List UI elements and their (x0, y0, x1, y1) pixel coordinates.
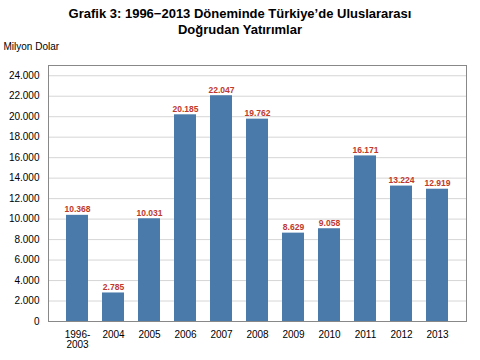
svg-text:Milyon Dolar: Milyon Dolar (4, 41, 60, 52)
svg-text:2009: 2009 (282, 329, 305, 340)
svg-text:2004: 2004 (102, 329, 125, 340)
svg-text:19.762: 19.762 (245, 108, 271, 118)
svg-text:8.629: 8.629 (283, 222, 305, 232)
svg-text:2011: 2011 (355, 329, 377, 340)
svg-text:2008: 2008 (246, 329, 269, 340)
svg-text:22.047: 22.047 (209, 85, 235, 95)
svg-text:2.000: 2.000 (14, 295, 39, 306)
svg-text:2005: 2005 (138, 329, 161, 340)
svg-text:2013: 2013 (426, 329, 449, 340)
svg-text:4.000: 4.000 (14, 275, 39, 286)
svg-text:16.171: 16.171 (353, 145, 379, 155)
svg-text:1996-2003: 1996-2003 (65, 329, 91, 350)
svg-text:2007: 2007 (210, 329, 233, 340)
svg-text:0: 0 (34, 316, 40, 327)
svg-text:8.000: 8.000 (14, 234, 39, 245)
svg-text:10.000: 10.000 (9, 213, 40, 224)
svg-text:16.000: 16.000 (9, 152, 40, 163)
svg-text:20.000: 20.000 (9, 111, 40, 122)
svg-text:2006: 2006 (174, 329, 197, 340)
svg-text:12.919: 12.919 (425, 178, 451, 188)
svg-text:2.785: 2.785 (103, 282, 125, 292)
html-text:Grafik 3: 1996−2013 Döneminde: Grafik 3: 1996−2013 Döneminde Türkiye’de… (68, 6, 412, 37)
svg-text:10.031: 10.031 (137, 208, 163, 218)
svg-text:6.000: 6.000 (14, 254, 39, 265)
svg-text:22.000: 22.000 (9, 91, 40, 102)
svg-text:9.058: 9.058 (319, 218, 341, 228)
svg-text:14.000: 14.000 (9, 173, 40, 184)
svg-text:20.185: 20.185 (173, 104, 199, 114)
svg-text:10.368: 10.368 (65, 205, 91, 215)
svg-text:12.000: 12.000 (9, 193, 40, 204)
svg-text:18.000: 18.000 (9, 132, 40, 143)
svg-text:2012: 2012 (390, 329, 413, 340)
svg-text:24.000: 24.000 (9, 70, 40, 81)
svg-text:2010: 2010 (318, 329, 341, 340)
svg-text:13.224: 13.224 (389, 175, 415, 185)
